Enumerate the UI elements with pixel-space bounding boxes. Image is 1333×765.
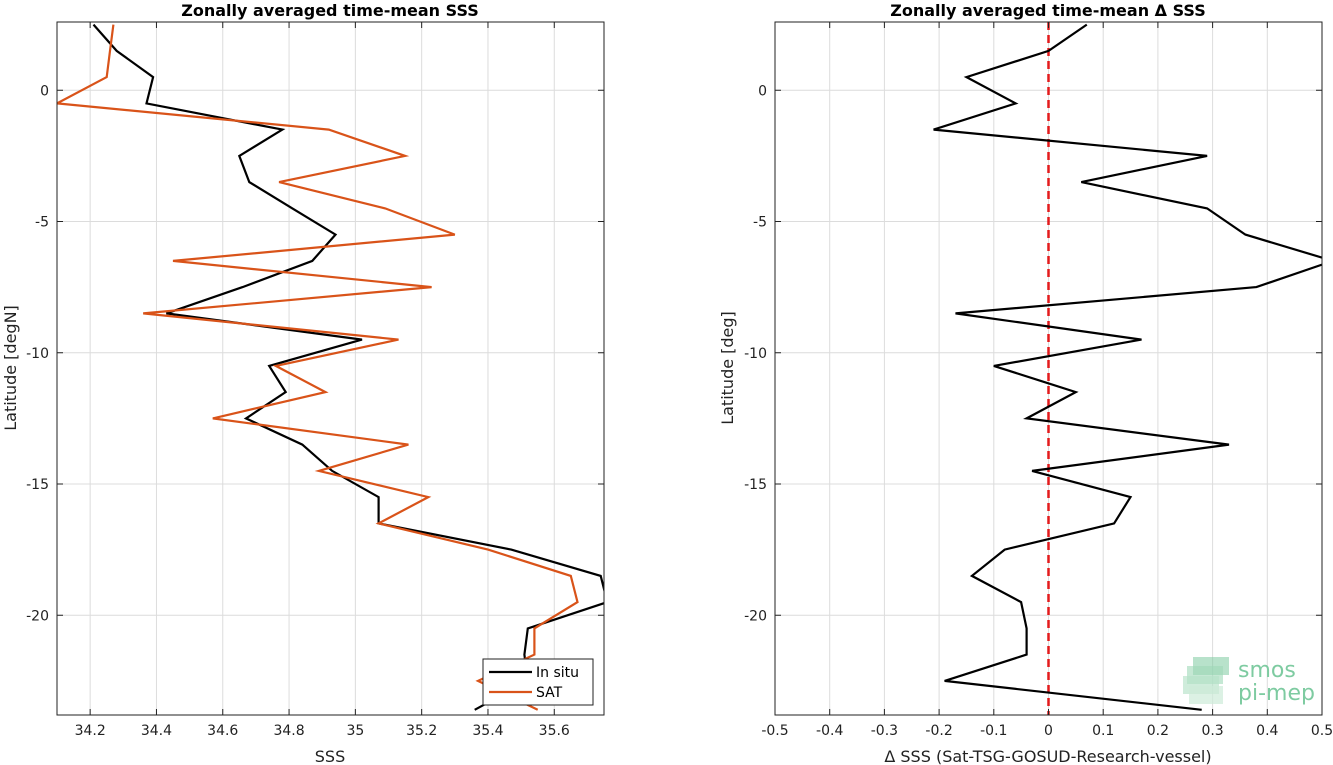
right-series-line-delta-sss — [933, 23, 1322, 711]
right-xlabel: Δ SSS (Sat-TSG-GOSUD-Research-vessel) — [884, 747, 1211, 765]
right-xtick-label: -0.4 — [816, 723, 843, 739]
legend-label-sat: SAT — [536, 685, 563, 701]
right-xtick-label: 0.2 — [1147, 723, 1169, 739]
left-xtick-label: 34.2 — [75, 723, 106, 739]
right-panel: Zonally averaged time-mean Δ SSS -0.5 -0.… — [718, 1, 1333, 765]
left-panel: Zonally averaged time-mean SSS 34.2 34.4 3… — [1, 1, 605, 765]
left-ytick-label: -20 — [26, 608, 49, 624]
right-xtick-label: 0.3 — [1201, 723, 1223, 739]
logo-line2: pi-mep — [1238, 681, 1315, 706]
left-axes-frame — [56, 21, 605, 716]
left-title: Zonally averaged time-mean SSS — [181, 1, 479, 20]
left-xtick-label: 34.6 — [207, 723, 238, 739]
left-lines — [57, 23, 604, 711]
right-xtick-label: -0.1 — [980, 723, 1007, 739]
right-ytick-label: 0 — [758, 83, 767, 99]
right-xtick-label: -0.3 — [871, 723, 898, 739]
left-xlabel: SSS — [315, 747, 345, 765]
right-lines — [933, 22, 1322, 715]
right-ytick-label: -15 — [744, 477, 767, 493]
left-xtick-label: 35.4 — [472, 723, 503, 739]
logo-line1: smos — [1238, 658, 1296, 683]
left-xtick-label: 34.4 — [141, 723, 172, 739]
left-xtick-label: 35 — [346, 723, 364, 739]
right-xtick-label: 0 — [1044, 723, 1053, 739]
right-xtick-label: -0.5 — [761, 723, 788, 739]
left-series-line-sat — [57, 24, 579, 711]
left-ylabel: Latitude [degN] — [1, 305, 20, 431]
right-ytick-label: -20 — [744, 608, 767, 624]
right-xtick-label: 0.1 — [1092, 723, 1114, 739]
right-ticks: -0.5 -0.4 -0.3 -0.2 -0.1 0 0.1 0.2 0.3 0.4 0.5 0 -5 -… — [744, 22, 1333, 739]
legend-label-in-situ: In situ — [536, 665, 579, 681]
right-ytick-label: -10 — [744, 346, 767, 362]
left-ytick-label: -10 — [26, 346, 49, 362]
left-xtick-label: 34.8 — [273, 723, 304, 739]
right-xtick-label: 0.5 — [1311, 723, 1333, 739]
left-ytick-label: -15 — [26, 477, 49, 493]
right-ytick-label: -5 — [753, 215, 767, 231]
right-title: Zonally averaged time-mean Δ SSS — [890, 1, 1206, 20]
left-ytick-label: -5 — [35, 215, 49, 231]
right-xtick-label: 0.4 — [1256, 723, 1278, 739]
right-ylabel: Latitude [deg] — [718, 311, 737, 425]
legend: In situ SAT — [482, 658, 594, 706]
left-grid — [57, 22, 604, 715]
smos-pi-mep-logo: smos pi-mep — [1183, 657, 1315, 706]
left-ticks: 34.2 34.4 34.6 34.8 35 35.2 35.4 35.6 0 -5 -10 -15 -… — [26, 22, 604, 739]
left-xtick-label: 35.6 — [539, 723, 570, 739]
logo-graphic-icon — [1183, 657, 1229, 704]
left-ytick-label: 0 — [40, 83, 49, 99]
left-xtick-label: 35.2 — [406, 723, 437, 739]
legend-box — [482, 658, 594, 706]
right-xtick-label: -0.2 — [925, 723, 952, 739]
left-series-line-in-situ — [92, 23, 604, 711]
